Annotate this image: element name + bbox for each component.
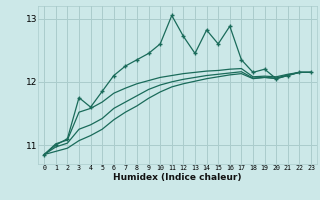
X-axis label: Humidex (Indice chaleur): Humidex (Indice chaleur) [113,173,242,182]
